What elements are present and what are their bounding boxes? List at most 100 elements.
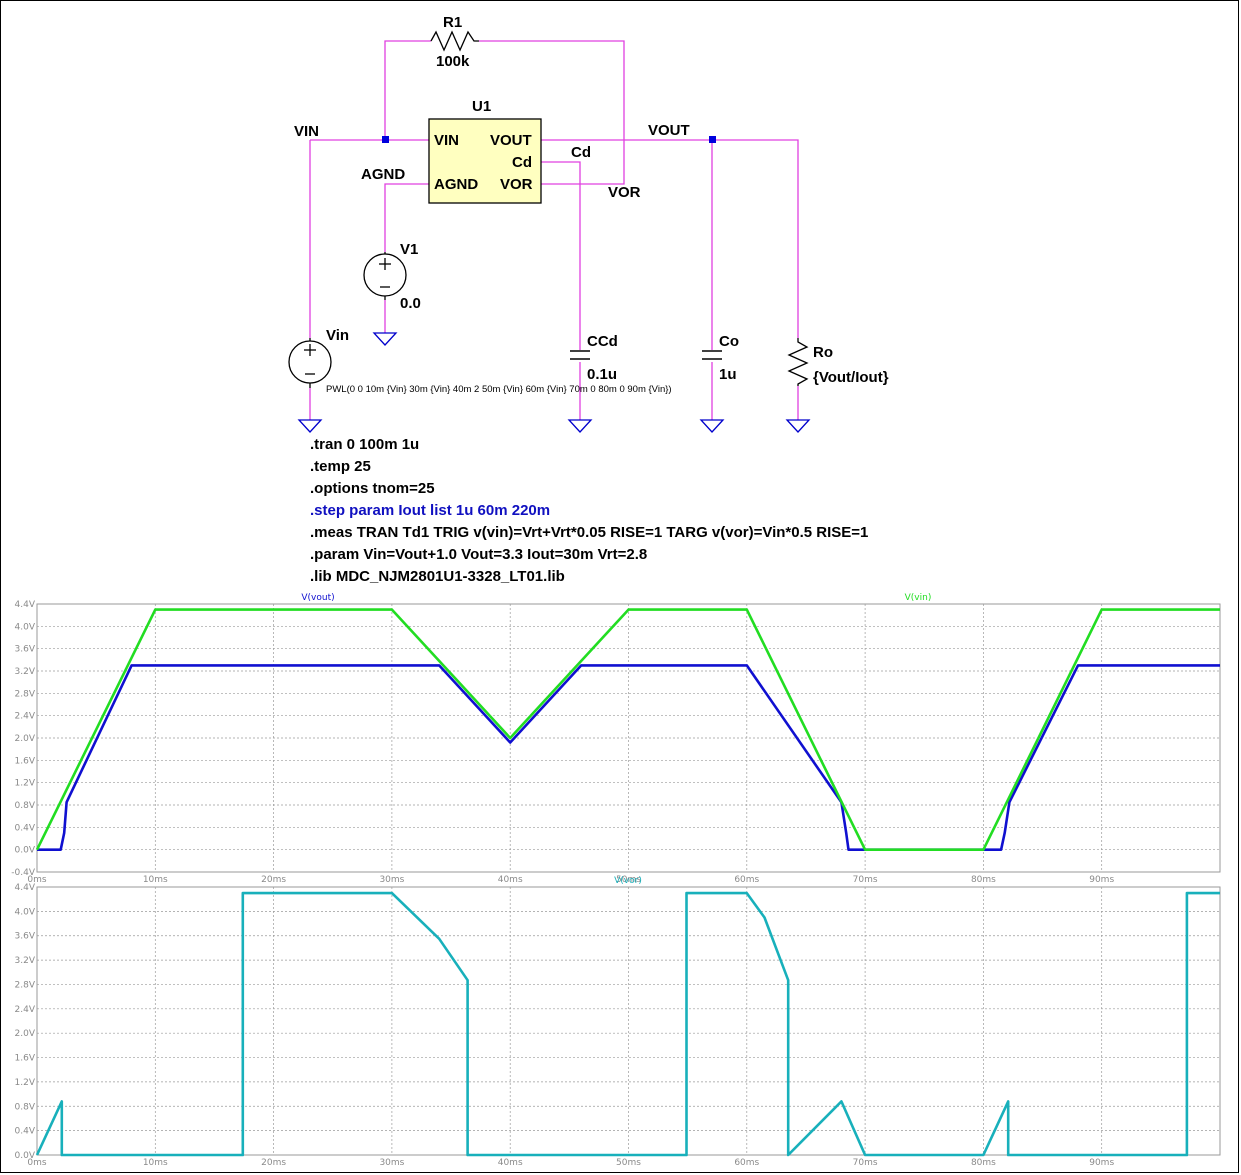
series-line-vvor [35, 891, 1220, 1157]
r1-resistor-symbol [430, 30, 479, 52]
ccd-value: 0.1u [587, 366, 617, 383]
trace-name-label[interactable]: V(vout) [301, 593, 334, 603]
y-tick-label: 1.6V [15, 1054, 36, 1064]
ground-icon [297, 419, 323, 433]
x-tick-label: 70ms [853, 1158, 878, 1168]
y-tick-label: 0.4V [15, 1127, 36, 1137]
y-tick-label: 2.8V [15, 689, 36, 699]
x-tick-label: 50ms [616, 875, 641, 885]
x-tick-label: 20ms [261, 875, 286, 885]
u1-pin-vout: VOUT [490, 132, 532, 149]
net-label-vor: VOR [608, 184, 641, 201]
ground-icon [785, 419, 811, 433]
wires [309, 40, 799, 420]
ground-icon [567, 419, 593, 433]
co-value: 1u [719, 366, 737, 383]
x-tick-label: 20ms [261, 1158, 286, 1168]
x-tick-label: 40ms [498, 1158, 523, 1168]
x-tick-label: 80ms [971, 1158, 996, 1168]
directive-tran: .tran 0 100m 1u [310, 436, 419, 453]
u1-pin-cd: Cd [512, 154, 532, 171]
y-tick-label: 4.4V [15, 600, 36, 610]
series-line-vvout [37, 664, 1220, 852]
directive-meas: .meas TRAN Td1 TRIG v(vin)=Vrt+Vrt*0.05 … [310, 524, 868, 541]
x-tick-label: 60ms [734, 875, 759, 885]
trace-name-label[interactable]: V(vor) [614, 876, 642, 886]
y-tick-label: 4.4V [15, 883, 36, 893]
y-tick-label: 3.2V [15, 667, 36, 677]
ground-icon [372, 332, 398, 346]
x-tick-label: 80ms [971, 875, 996, 885]
u1-ic-body [428, 118, 542, 204]
y-tick-label: 0.0V [15, 1151, 36, 1161]
x-tick-label: 30ms [379, 1158, 404, 1168]
ro-ref: Ro [813, 344, 833, 361]
y-tick-label: 0.8V [15, 1102, 36, 1112]
ccd-capacitor-symbol [570, 350, 590, 360]
y-tick-label: 2.8V [15, 980, 36, 990]
v1-source-symbol [363, 252, 407, 300]
net-label-vout: VOUT [648, 122, 690, 139]
y-tick-label: 2.0V [15, 734, 36, 744]
y-tick-label: 0.8V [15, 801, 36, 811]
x-tick-label: 60ms [734, 1158, 759, 1168]
y-tick-label: 1.2V [15, 1078, 36, 1088]
r1-ref: R1 [443, 14, 462, 31]
waveform-plot-vout-vin: 0ms 10ms 20ms 30ms 40ms 50ms 60ms 70ms 80ms 90ms -… [11, 593, 1221, 885]
directive-temp: .temp 25 [310, 458, 371, 475]
ro-resistor-symbol [787, 338, 809, 386]
series-line-vvin [35, 608, 1220, 852]
y-tick-label: 1.2V [15, 779, 36, 789]
y-tick-label: 2.4V [15, 1005, 36, 1015]
v1-ref: V1 [400, 241, 418, 258]
junction-dot [382, 136, 389, 143]
y-tick-label: 3.2V [15, 956, 36, 966]
y-tick-label: 2.0V [15, 1029, 36, 1039]
x-tick-label: 70ms [853, 875, 878, 885]
waveform-plot-vor: 0ms 10ms 20ms 30ms 40ms 50ms 60ms 70ms 80ms 90ms 0… [15, 876, 1221, 1168]
co-capacitor-symbol [702, 350, 722, 360]
y-tick-label: 4.0V [15, 622, 36, 632]
junction-dot [709, 136, 716, 143]
x-tick-label: 0ms [27, 1158, 46, 1168]
x-tick-label: 10ms [143, 1158, 168, 1168]
x-tick-label: 90ms [1089, 875, 1114, 885]
u1-pin-vor: VOR [500, 176, 533, 193]
co-ref: Co [719, 333, 739, 350]
y-tick-label: 2.4V [15, 712, 36, 722]
directive-options: .options tnom=25 [310, 480, 435, 497]
x-tick-label: 0ms [27, 875, 46, 885]
ground-icon [699, 419, 725, 433]
trace-name-label[interactable]: V(vin) [905, 593, 932, 603]
x-tick-label: 10ms [143, 875, 168, 885]
y-tick-label: 0.4V [15, 823, 36, 833]
v1-value: 0.0 [400, 295, 421, 312]
u1-pin-agnd: AGND [434, 176, 478, 193]
y-tick-label: 3.6V [15, 645, 36, 655]
net-label-agnd: AGND [361, 166, 405, 183]
vin-source-ref: Vin [326, 327, 349, 344]
u1-ref: U1 [472, 98, 491, 115]
y-tick-label: 0.0V [15, 846, 36, 856]
vin-source-symbol [288, 338, 332, 388]
y-tick-label: -0.4V [11, 868, 36, 878]
vin-source-pwl: PWL(0 0 10m {Vin} 30m {Vin} 40m 2 50m {V… [326, 384, 672, 395]
directive-lib: .lib MDC_NJM2801U1-3328_LT01.lib [310, 568, 565, 585]
ccd-ref: CCd [587, 333, 618, 350]
x-tick-label: 40ms [498, 875, 523, 885]
y-tick-label: 3.6V [15, 932, 36, 942]
directive-param: .param Vin=Vout+1.0 Vout=3.3 Iout=30m Vr… [310, 546, 647, 563]
directive-step: .step param Iout list 1u 60m 220m [310, 502, 550, 519]
r1-value: 100k [436, 53, 470, 70]
u1-pin-vin: VIN [434, 132, 459, 149]
x-tick-label: 50ms [616, 1158, 641, 1168]
net-label-cd: Cd [571, 144, 591, 161]
ro-value: {Vout/Iout} [813, 369, 889, 386]
x-tick-label: 90ms [1089, 1158, 1114, 1168]
net-label-vin: VIN [294, 123, 319, 140]
y-tick-label: 1.6V [15, 756, 36, 766]
x-tick-label: 30ms [379, 875, 404, 885]
y-tick-label: 4.0V [15, 907, 36, 917]
